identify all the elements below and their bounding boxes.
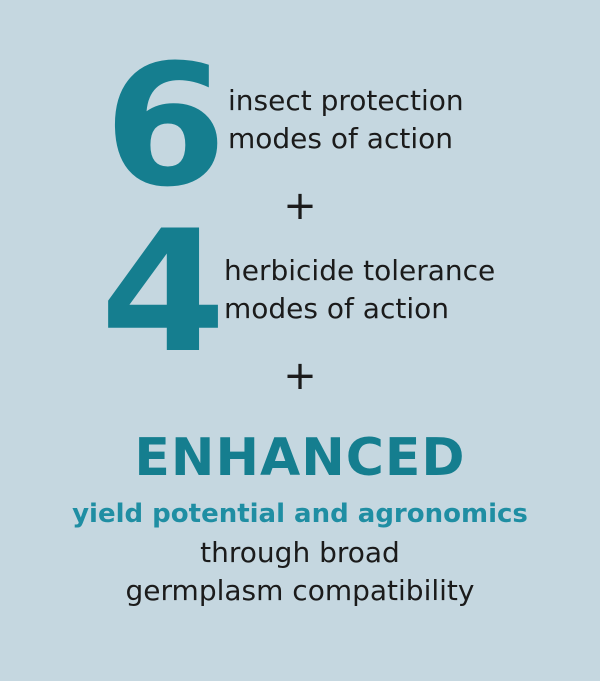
plus-sign-1: + — [283, 183, 317, 229]
germplasm-line-2: germplasm compatibility — [125, 574, 475, 607]
herbicide-modes-line-1: herbicide tolerance — [224, 254, 496, 287]
yield-subheading: yield potential and agronomics — [72, 499, 528, 529]
enhanced-heading: ENHANCED — [134, 428, 466, 488]
herbicide-modes-count: 4 — [100, 194, 226, 390]
insect-modes-line-1: insect protection — [228, 84, 464, 117]
herbicide-modes-description: herbicide tolerance modes of action — [224, 252, 495, 328]
insect-modes-count: 6 — [104, 28, 227, 224]
insect-modes-line-2: modes of action — [228, 122, 453, 155]
herbicide-modes-line-2: modes of action — [224, 292, 449, 325]
germplasm-line-1: through broad — [200, 536, 400, 569]
plus-sign-2: + — [283, 353, 317, 399]
insect-modes-description: insect protection modes of action — [228, 82, 464, 158]
